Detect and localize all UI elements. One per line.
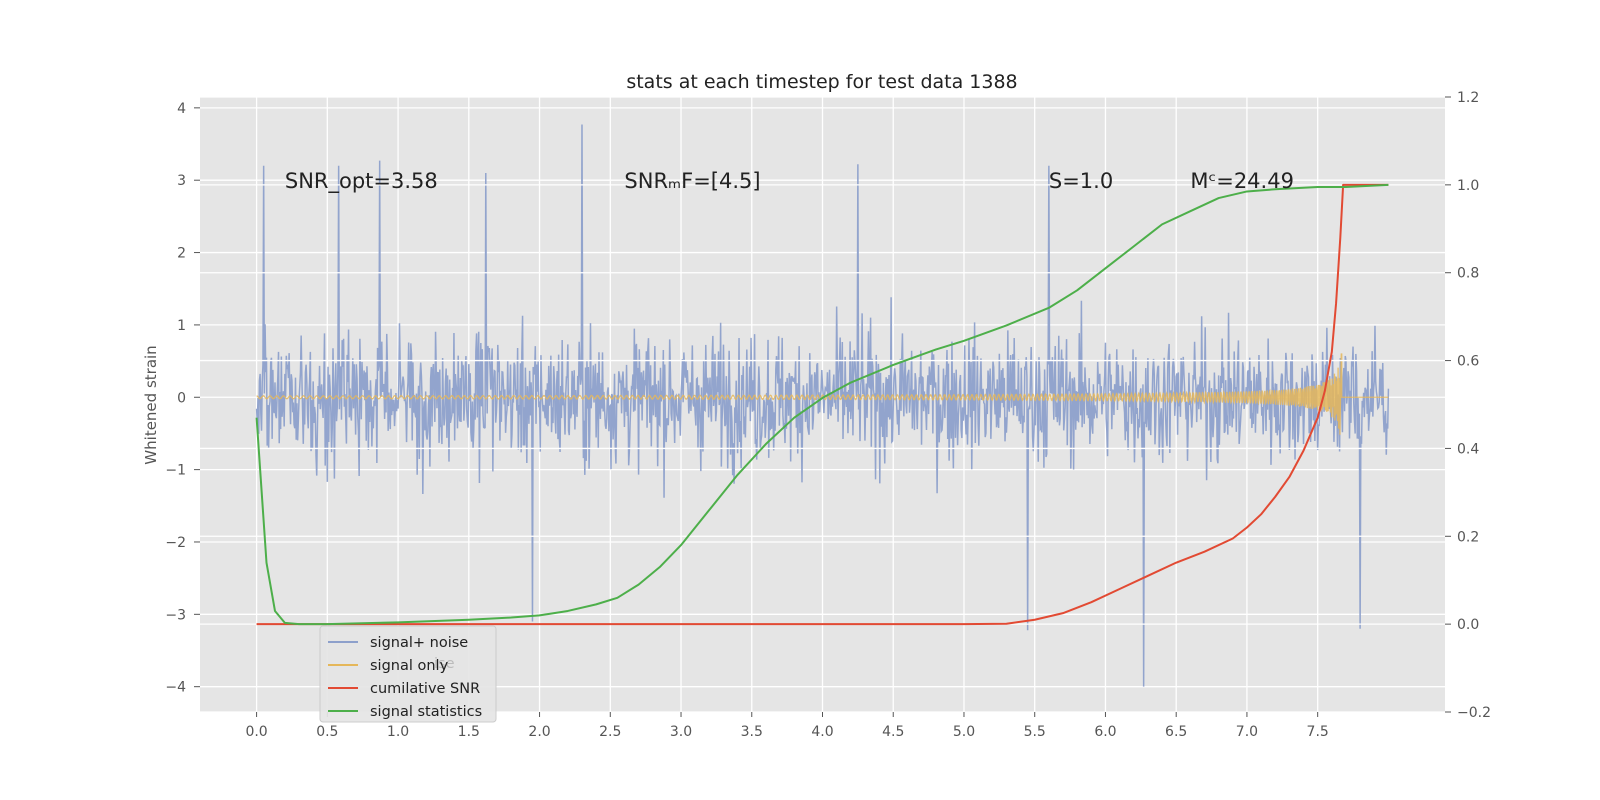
x-tick-label: 7.0 — [1236, 724, 1258, 740]
x-tick-label: 0.0 — [245, 724, 267, 740]
y-tick-label: 2 — [177, 246, 186, 262]
x-tick-label: 2.0 — [528, 724, 550, 740]
x-axis-ticks: 0.0 0.5 1.0 1.5 2.0 2.5 3.0 3.5 4.0 4.5 5.0 5.5 6.0 6… — [245, 712, 1329, 740]
x-tick-label: 5.5 — [1024, 724, 1046, 740]
legend: ise signal+ noise signal only cumilative SN… — [319, 625, 497, 723]
annotation-text: SNR_opt=3.58 — [285, 169, 438, 194]
legend-ghost-text: ise — [434, 656, 455, 672]
x-tick-label: 7.5 — [1307, 724, 1329, 740]
cumulative-snr-series — [256, 183, 1389, 626]
y2-tick-label: 1.2 — [1457, 90, 1479, 106]
x-tick-label: 2.5 — [599, 724, 621, 740]
x-tick-label: 1.0 — [387, 724, 409, 740]
cumulative-snr-line — [256, 183, 1389, 626]
signal-only-series — [256, 353, 1389, 435]
signal-plus-noise-series — [255, 124, 1390, 687]
annotations: SNR_opt=3.58 SNRₘF=[4.5] S=1.0 Mᶜ=24.49 — [285, 169, 1294, 194]
annotation-text: Mᶜ=24.49 — [1190, 169, 1294, 193]
signal-only-line — [256, 353, 1389, 435]
annotation-text: SNRₘF=[4.5] — [624, 169, 760, 193]
x-tick-label: 3.5 — [741, 724, 763, 740]
y2-tick-label: 0.2 — [1457, 529, 1479, 545]
signal-statistics-line — [255, 183, 1389, 626]
signal-statistics-series — [255, 183, 1389, 626]
x-tick-label: 1.5 — [458, 724, 480, 740]
y-axis-label: Whitened strain — [142, 345, 160, 464]
legend-label: cumilative SNR — [370, 681, 480, 697]
x-tick-label: 6.5 — [1165, 724, 1187, 740]
y-tick-label: 3 — [177, 173, 186, 189]
y2-tick-label: −0.2 — [1457, 705, 1491, 721]
x-tick-label: 5.0 — [953, 724, 975, 740]
y2-tick-label: 1.0 — [1457, 178, 1479, 194]
y-tick-label: 0 — [177, 390, 186, 406]
y-tick-label: 1 — [177, 318, 186, 334]
x-tick-label: 4.0 — [811, 724, 833, 740]
y-tick-label: −1 — [165, 463, 186, 479]
y2-tick-label: 0.6 — [1457, 354, 1479, 370]
y-tick-label: 4 — [177, 101, 186, 117]
y-tick-label: −3 — [165, 607, 186, 623]
x-tick-label: 4.5 — [882, 724, 904, 740]
legend-box — [319, 625, 497, 723]
legend-label: signal+ noise — [370, 635, 468, 651]
x-tick-label: 6.0 — [1094, 724, 1116, 740]
y-tick-label: −4 — [165, 680, 186, 696]
chart-title: stats at each timestep for test data 138… — [626, 71, 1017, 93]
y2-axis-ticks: −0.2 0.0 0.2 0.4 0.6 0.8 1.0 1.2 — [1445, 90, 1491, 721]
y-tick-label: −2 — [165, 535, 186, 551]
y2-tick-label: 0.0 — [1457, 617, 1479, 633]
y2-tick-label: 0.4 — [1457, 441, 1479, 457]
x-tick-label: 0.5 — [316, 724, 338, 740]
annotation-text: S=1.0 — [1049, 169, 1113, 193]
legend-label: signal statistics — [370, 704, 482, 720]
x-tick-label: 3.0 — [670, 724, 692, 740]
legend-label: signal only — [370, 658, 449, 674]
signal-plus-noise-line — [255, 124, 1390, 687]
y-axis-ticks: −4 −3 −2 −1 0 1 2 3 4 — [165, 101, 200, 696]
y2-tick-label: 0.8 — [1457, 266, 1479, 282]
